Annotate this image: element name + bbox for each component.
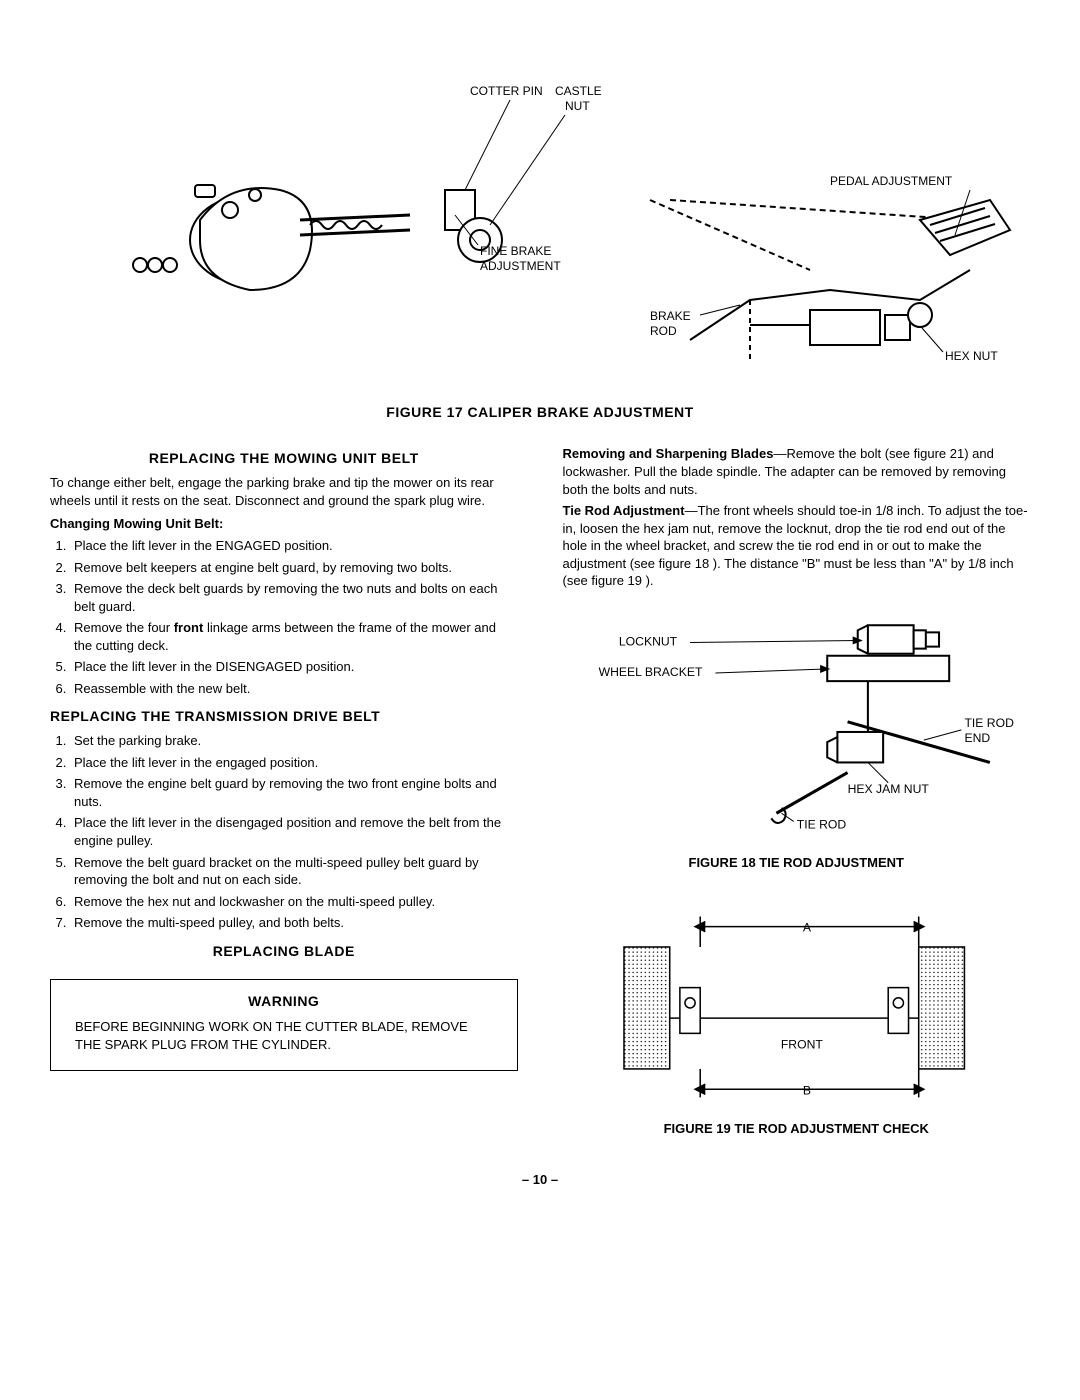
list-transmission-belt: Set the parking brake. Place the lift le… xyxy=(50,732,518,931)
label-front: FRONT xyxy=(780,1037,823,1051)
figure-19-caption: FIGURE 19 TIE ROD ADJUSTMENT CHECK xyxy=(563,1120,1031,1138)
intro-paragraph: To change either belt, engage the parkin… xyxy=(50,474,518,509)
list-item: Remove belt keepers at engine belt guard… xyxy=(70,559,518,577)
warning-text: BEFORE BEGINNING WORK ON THE CUTTER BLAD… xyxy=(75,1018,493,1053)
label-pedal-adjustment: PEDAL ADJUSTMENT xyxy=(830,174,953,188)
label-castle-nut-2: NUT xyxy=(565,99,590,113)
list-item: Place the lift lever in the DISENGAGED p… xyxy=(70,658,518,676)
label-fine-brake-1: FINE BRAKE xyxy=(480,244,551,258)
label-tie-rod: TIE ROD xyxy=(796,817,846,831)
label-brake-rod-2: ROD xyxy=(650,324,677,338)
list-item: Place the lift lever in the engaged posi… xyxy=(70,754,518,772)
warning-title: WARNING xyxy=(75,992,493,1011)
list-item: Place the lift lever in the disengaged p… xyxy=(70,814,518,849)
list-item: Reassemble with the new belt. xyxy=(70,680,518,698)
left-column: REPLACING THE MOWING UNIT BELT To change… xyxy=(50,441,518,1151)
figure-18-svg: LOCKNUT WHEEL BRACKET TIE ROD END HEX JA… xyxy=(563,610,1031,844)
warning-box: WARNING BEFORE BEGINNING WORK ON THE CUT… xyxy=(50,979,518,1071)
label-brake-rod-1: BRAKE xyxy=(650,309,691,323)
para-removing-blades: Removing and Sharpening Blades—Remove th… xyxy=(563,445,1031,498)
subheading-changing-belt: Changing Mowing Unit Belt: xyxy=(50,515,518,533)
figure-17-caption: FIGURE 17 CALIPER BRAKE ADJUSTMENT xyxy=(50,403,1030,422)
list-item: Remove the engine belt guard by removing… xyxy=(70,775,518,810)
heading-transmission-belt: REPLACING THE TRANSMISSION DRIVE BELT xyxy=(50,707,518,726)
figure-17: COTTER PIN CASTLE NUT FINE BRAKE ADJUSTM… xyxy=(50,40,1030,421)
label-wheel-bracket: WHEEL BRACKET xyxy=(598,665,702,679)
label-hex-nut: HEX NUT xyxy=(945,349,998,363)
list-item: Remove the multi-speed pulley, and both … xyxy=(70,914,518,932)
label-cotter-pin: COTTER PIN xyxy=(470,84,543,98)
figure-19-svg: A B FRONT xyxy=(563,886,1031,1110)
label-locknut: LOCKNUT xyxy=(618,634,677,648)
label-dim-a: A xyxy=(802,920,811,934)
page-number: – 10 – xyxy=(50,1171,1030,1189)
list-mowing-belt: Place the lift lever in the ENGAGED posi… xyxy=(50,537,518,697)
list-item: Set the parking brake. xyxy=(70,732,518,750)
figure-18-caption: FIGURE 18 TIE ROD ADJUSTMENT xyxy=(563,854,1031,872)
heading-replacing-blade: REPLACING BLADE xyxy=(50,942,518,961)
label-tie-rod-end-2: END xyxy=(964,731,990,745)
list-item: Remove the hex nut and lockwasher on the… xyxy=(70,893,518,911)
heading-mowing-belt: REPLACING THE MOWING UNIT BELT xyxy=(50,449,518,468)
figure-19: A B FRONT FIGURE 19 TIE ROD ADJUSTMENT C… xyxy=(563,886,1031,1138)
label-fine-brake-2: ADJUSTMENT xyxy=(480,259,561,273)
list-item: Remove the four front linkage arms betwe… xyxy=(70,619,518,654)
list-item: Place the lift lever in the ENGAGED posi… xyxy=(70,537,518,555)
list-item: Remove the belt guard bracket on the mul… xyxy=(70,854,518,889)
label-tie-rod-end-1: TIE ROD xyxy=(964,716,1014,730)
list-item: Remove the deck belt guards by removing … xyxy=(70,580,518,615)
label-dim-b: B xyxy=(802,1083,810,1097)
label-castle-nut-1: CASTLE xyxy=(555,84,602,98)
figure-18: LOCKNUT WHEEL BRACKET TIE ROD END HEX JA… xyxy=(563,610,1031,872)
para-tie-rod: Tie Rod Adjustment—The front wheels shou… xyxy=(563,502,1031,590)
label-hex-jam-nut: HEX JAM NUT xyxy=(847,782,929,796)
figure-17-svg: COTTER PIN CASTLE NUT FINE BRAKE ADJUSTM… xyxy=(50,40,1030,390)
right-column: Removing and Sharpening Blades—Remove th… xyxy=(563,441,1031,1151)
